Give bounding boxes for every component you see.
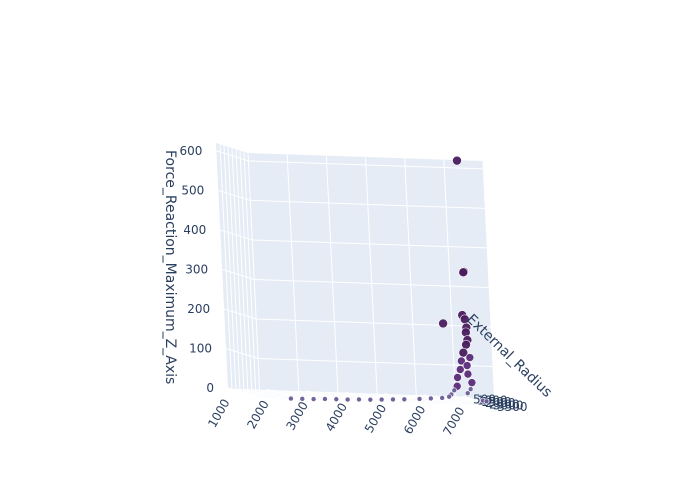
data-point [288,395,294,402]
data-point [299,396,306,402]
data-point [453,373,462,382]
x-tick-label: 4000 [323,401,350,434]
data-point [378,396,385,403]
data-point [483,398,490,405]
x-tick-label: 6000 [401,403,428,436]
data-point [344,396,351,403]
data-point [356,396,362,403]
data-point [467,386,474,392]
z-tick-label: 600 [179,144,202,158]
y-tick-label: 1000 [477,394,508,408]
data-point [464,390,471,397]
z-tick-label: 300 [185,262,208,276]
data-point [467,378,477,387]
z-tick-label: 400 [183,223,206,237]
z-tick-label: 0 [206,381,214,395]
data-point [439,395,445,401]
data-point [457,356,466,366]
data-point [446,393,452,400]
y-tick-label: 1500 [481,395,512,409]
data-point [428,395,434,402]
data-point [462,361,472,370]
grid-line-y [239,150,488,404]
z-tick-label: 500 [181,183,204,197]
data-point [455,365,465,374]
x-tick-label: 5000 [362,402,389,435]
x-tick-label: 3000 [284,399,311,432]
data-point [438,318,448,329]
grid-line-y [243,151,492,406]
x-tick-label: 2000 [244,398,271,431]
grid-line-x [227,152,261,399]
data-point [390,396,396,403]
chart-panes [216,143,495,406]
y-tick-label: 2500 [489,397,520,411]
data-point [310,396,317,402]
data-point [458,267,469,278]
grid-line-y [231,147,480,402]
y-tick-label: 3000 [493,399,524,413]
z-tick-label: 200 [187,302,210,316]
y-tick-label: 2000 [485,396,516,410]
grid-line-y [219,144,468,398]
chart-points [288,155,490,405]
data-point [452,155,462,166]
data-point [401,396,408,403]
z-tick-label: 100 [189,341,212,355]
data-point [461,339,471,350]
data-point [463,369,473,379]
grid-line-y [227,146,476,401]
y-tick-label: 3500 [497,400,528,414]
x-tick-label: 1000 [205,397,232,430]
data-point [333,396,340,403]
data-point [461,327,471,338]
data-point [451,387,458,394]
x-tick-label: 7000 [440,405,467,438]
grid-line-y [223,145,472,399]
z-axis-title: Force_Reaction_Maximum_Z_Axis [162,150,178,384]
data-point [322,396,328,402]
data-point [416,396,423,402]
data-point [367,396,374,403]
data-point [465,353,475,362]
